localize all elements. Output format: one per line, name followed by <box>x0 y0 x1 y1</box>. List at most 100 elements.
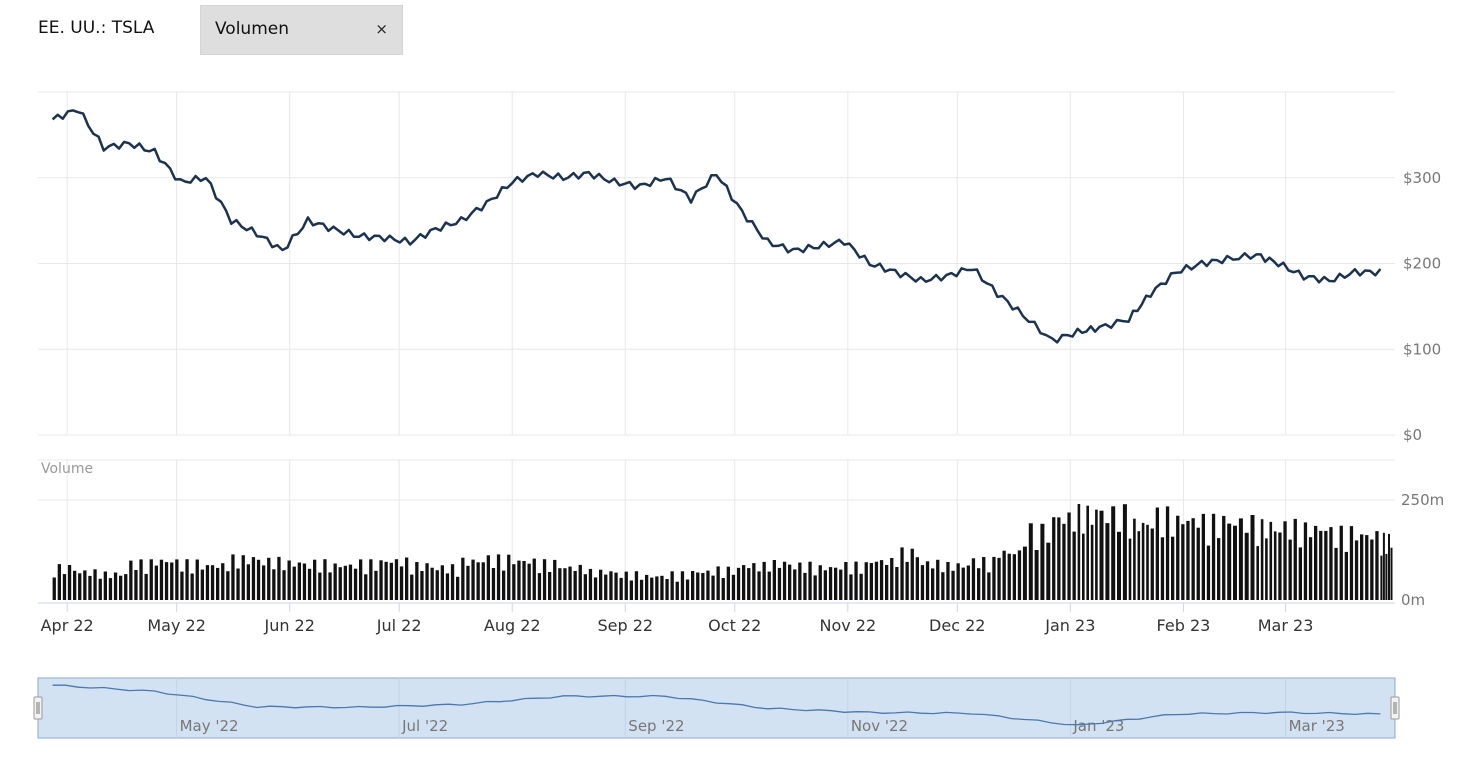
volume-bar <box>180 571 184 600</box>
navigator[interactable]: May '22 Jul '22 Sep '22 Nov '22 Jan '23 Mar '… <box>33 677 1400 739</box>
volume-bar <box>593 577 598 600</box>
volume-bar <box>793 569 797 600</box>
volume-bar <box>762 561 766 600</box>
volume-bar <box>410 574 414 600</box>
volume-bar <box>583 574 587 600</box>
volume-bar <box>808 561 812 600</box>
volume-bar <box>420 571 424 600</box>
volume-bar <box>915 557 919 600</box>
navigator-window[interactable] <box>37 677 1396 739</box>
volume-bar <box>435 570 439 600</box>
volume-bar <box>961 567 965 600</box>
volume-bar <box>450 564 455 600</box>
volume-bar <box>1303 522 1308 600</box>
close-icon[interactable]: × <box>375 20 388 38</box>
navigator-right-handle[interactable] <box>1390 696 1400 720</box>
volume-bar <box>1133 518 1136 600</box>
volume-bar <box>282 570 286 600</box>
volume-bar <box>1390 547 1393 600</box>
volume-bar <box>772 560 776 600</box>
volume-bar <box>920 565 925 600</box>
navigator-left-handle[interactable] <box>33 696 43 720</box>
volume-bar <box>517 560 521 600</box>
volume-bar <box>936 559 940 600</box>
volume-bar <box>1273 531 1277 600</box>
volume-bar <box>639 579 644 600</box>
volume-bar <box>1181 524 1185 600</box>
volume-bar <box>1067 512 1071 600</box>
volume-bar <box>849 574 853 600</box>
volume-bar <box>1160 537 1165 600</box>
volume-bar <box>977 568 981 600</box>
volume-bar <box>721 578 725 600</box>
navigator-tick-label: Jul '22 <box>401 717 448 735</box>
x-tick-label: Mar 23 <box>1258 616 1314 635</box>
volume-bar <box>578 564 582 600</box>
volume-bar <box>1046 542 1051 600</box>
x-tick-label: Apr 22 <box>41 616 94 635</box>
volume-bar <box>614 572 618 600</box>
volume-bar <box>548 572 552 600</box>
volume-bar <box>512 564 516 600</box>
volume-bar <box>742 565 746 600</box>
volume-bar <box>629 580 633 600</box>
volume-bar <box>461 557 465 600</box>
volume-bar <box>456 576 460 600</box>
volume-bar <box>1040 523 1045 600</box>
volume-bar <box>1150 528 1154 600</box>
volume-bar <box>1171 536 1175 600</box>
volume-bar <box>665 579 669 600</box>
volume-bar <box>900 547 904 600</box>
volume-bar <box>1288 539 1292 600</box>
volume-bar <box>195 559 199 600</box>
volume-bar <box>415 562 419 600</box>
navigator-series-line <box>52 684 1381 726</box>
volume-bar <box>129 560 133 600</box>
volume-bar <box>267 557 271 600</box>
volume-bar <box>313 559 317 600</box>
volume-bar <box>1002 550 1006 600</box>
volume-bar <box>67 565 72 600</box>
volume-bar <box>537 573 542 600</box>
volume-panel-title: Volume <box>41 461 93 477</box>
volume-bar <box>1388 533 1390 600</box>
volume-bar <box>139 559 143 600</box>
volume-bar <box>670 571 674 600</box>
volume-bar <box>481 562 485 600</box>
volume-bar <box>660 575 664 600</box>
volume-bar <box>496 554 501 600</box>
volume-bar <box>190 573 194 600</box>
volume-bar <box>619 577 623 600</box>
volume-bar <box>1314 525 1318 600</box>
volume-bar <box>1201 513 1205 600</box>
volume-bar <box>767 571 771 600</box>
volume-bar <box>823 570 827 600</box>
volume-bar <box>1028 523 1033 600</box>
volume-bar <box>88 575 92 600</box>
volume-bar <box>287 560 291 600</box>
handle-body[interactable] <box>1390 696 1400 720</box>
volume-bar <box>910 548 914 600</box>
volume-bar <box>231 554 235 600</box>
volume-bar <box>277 556 281 600</box>
volume-bar <box>1260 519 1264 600</box>
volume-bar <box>655 576 659 600</box>
volume-bar <box>946 562 950 600</box>
handle-body[interactable] <box>33 696 43 720</box>
volume-bar <box>1176 515 1180 600</box>
volume-bar <box>885 565 889 600</box>
volume-indicator-chip[interactable]: Volumen × <box>200 5 403 55</box>
volume-bar <box>1354 540 1359 600</box>
volume-bar <box>297 562 301 600</box>
volume-bar <box>57 564 61 600</box>
volume-bar <box>1293 518 1297 600</box>
volume-bar <box>1122 504 1127 600</box>
volume-bar <box>1319 530 1323 600</box>
volume-bar <box>711 575 715 600</box>
volume-bar <box>379 560 383 600</box>
volume-bar <box>170 562 174 600</box>
volume-bar <box>1052 517 1056 600</box>
volume-bar <box>318 572 322 600</box>
volume-bar <box>1278 532 1282 600</box>
